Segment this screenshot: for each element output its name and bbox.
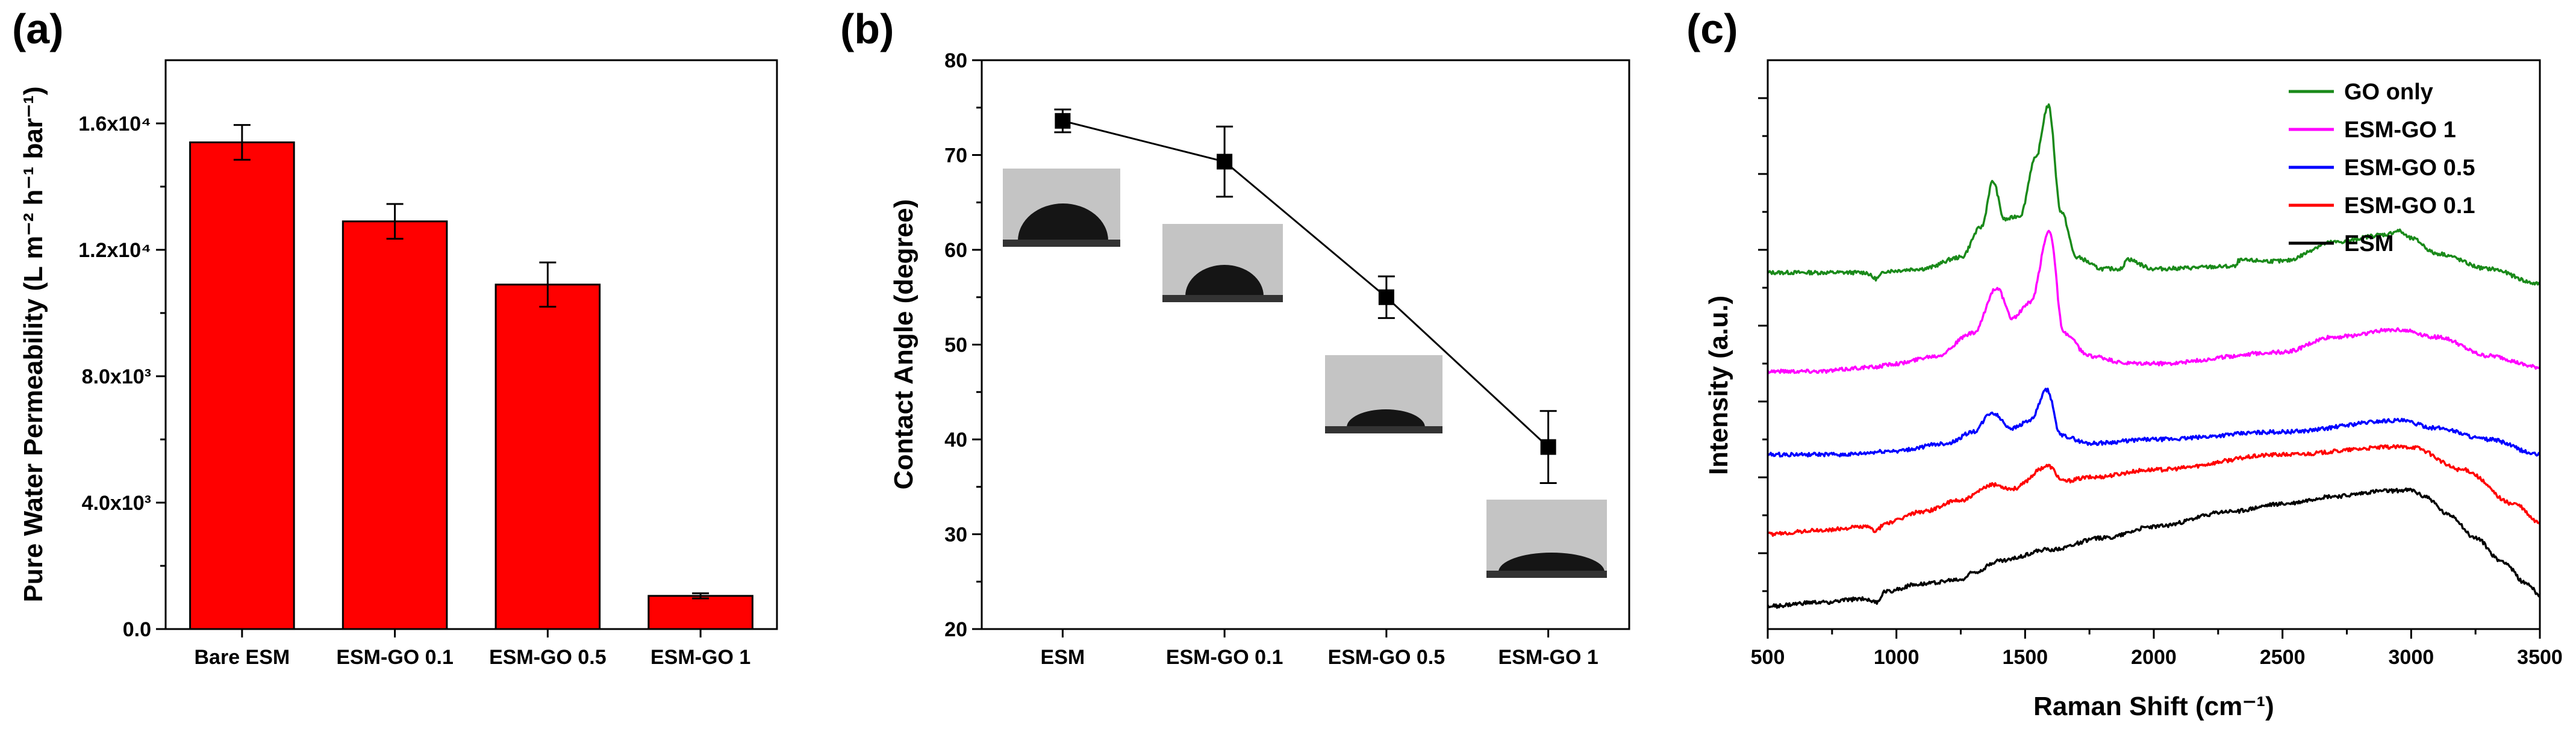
x-tick-label-bare-esm: Bare ESM (195, 646, 290, 669)
panel-a-frame (164, 59, 778, 630)
panel-b-y-axis-title: Contact Angle (degree) (889, 199, 918, 489)
panel-a-error-bars (233, 124, 709, 600)
panel-a-y-ticks: 0.0 4.0x10³ 8.0x10³ 1.2x10⁴ 1.6x10⁴ (78, 113, 166, 641)
error-bar-esm-go-0-1 (386, 203, 404, 240)
panel-b-y-ticks: 20 30 40 50 60 70 80 (944, 49, 982, 641)
legend-item-esm-go-0-1: ESM-GO 0.1 (2289, 193, 2475, 219)
y-tick-label: 60 (944, 239, 967, 262)
bar-esm-go-1 (647, 595, 753, 630)
x-tick-label: 3000 (2389, 646, 2434, 669)
x-tick-label: 1500 (2003, 646, 2048, 669)
x-tick-label: 3500 (2517, 646, 2563, 669)
legend-item-go-only: GO only (2289, 79, 2433, 105)
y-tick-label: 50 (944, 334, 967, 357)
x-tick-label-esm-go-1: ESM-GO 1 (650, 646, 750, 669)
panel-a-x-ticks: Bare ESM ESM-GO 0.1 ESM-GO 0.5 ESM-GO 1 (195, 629, 750, 669)
point-esm-go-0-1 (1217, 153, 1233, 170)
panel-c-y-axis-title: Intensity (a.u.) (1704, 296, 1733, 475)
bar-bare-esm (189, 141, 295, 630)
x-tick-label-esm-go-0-5: ESM-GO 0.5 (1328, 646, 1445, 669)
panel-c-letter: (c) (1686, 5, 1738, 52)
panel-c-x-axis-title: Raman Shift (cm⁻¹) (2033, 692, 2274, 721)
contact-angle-line (1062, 120, 1549, 448)
y-tick-label: 40 (944, 429, 967, 451)
legend-item-esm-go-1: ESM-GO 1 (2289, 117, 2456, 143)
droplet-photo-esm-go-0-1 (1162, 224, 1283, 302)
x-tick-label-esm: ESM (1041, 646, 1085, 669)
x-tick-label: 500 (1751, 646, 1785, 669)
x-tick-label: 2500 (2260, 646, 2306, 669)
x-tick-label: 1000 (1874, 646, 1920, 669)
panel-b-letter: (b) (840, 5, 894, 52)
y-tick-label: 20 (944, 618, 967, 641)
error-bar-esm-go-1 (692, 592, 709, 600)
panel-c-raman-spectra: (c) 500 1000 1500 2000 2500 3000 3500 Intensit… (1686, 5, 2563, 721)
legend-label: ESM-GO 0.1 (2344, 193, 2475, 219)
point-esm-go-1 (1540, 439, 1556, 455)
x-tick-label-esm-go-0-5: ESM-GO 0.5 (489, 646, 607, 669)
y-tick-label: 4.0x10³ (82, 492, 151, 515)
y-tick-label: 1.6x10⁴ (78, 113, 151, 135)
x-tick-label-esm-go-1: ESM-GO 1 (1499, 646, 1598, 669)
y-tick-label: 0.0 (123, 618, 151, 641)
bar-esm-go-0-1 (341, 220, 448, 630)
y-tick-label: 8.0x10³ (82, 365, 151, 388)
error-bar-esm-go-0-5 (539, 261, 557, 308)
y-tick-label: 30 (944, 524, 967, 547)
panel-c-legend: GO only ESM-GO 1 ESM-GO 0.5 ESM-GO 0.1 ESM (2289, 79, 2475, 256)
legend-label: ESM-GO 1 (2344, 117, 2456, 143)
spectrum-esm-go-1 (1767, 229, 2541, 374)
point-esm (1055, 113, 1071, 129)
legend-label: GO only (2344, 79, 2433, 105)
panel-b-frame (981, 59, 1630, 630)
legend-item-esm: ESM (2289, 231, 2394, 256)
legend-label: ESM-GO 0.5 (2344, 155, 2475, 181)
panel-c-x-ticks: 500 1000 1500 2000 2500 3000 3500 (1751, 629, 2563, 669)
panel-a-y-axis-title: Pure Water Permeability (L m⁻² h⁻¹ bar⁻¹… (19, 87, 48, 603)
panel-b-series (1054, 108, 1557, 484)
droplet-photo-esm-go-0-5 (1325, 355, 1442, 433)
y-tick-label: 80 (944, 49, 967, 72)
spectrum-esm-go-0-1 (1767, 444, 2541, 537)
x-tick-label-esm-go-0-1: ESM-GO 0.1 (336, 646, 454, 669)
panel-c-frame (1767, 59, 2541, 630)
point-esm-go-0-5 (1378, 289, 1394, 305)
error-bar-bare-esm (233, 124, 251, 161)
spectrum-esm-go-0-5 (1767, 387, 2540, 458)
droplet-photo-esm-go-1 (1486, 500, 1607, 578)
legend-item-esm-go-0-5: ESM-GO 0.5 (2289, 155, 2475, 181)
y-tick-label: 70 (944, 144, 967, 167)
y-tick-label: 1.2x10⁴ (78, 239, 151, 262)
panel-b-x-ticks: ESM ESM-GO 0.1 ESM-GO 0.5 ESM-GO 1 (1041, 629, 1598, 669)
panel-c-y-ticks (1758, 97, 1768, 592)
panel-a-bar-chart: (a) 0.0 4.0x10³ 8.0x10³ 1.2x10⁴ 1.6x10⁴ Bare… (12, 5, 778, 669)
spectrum-go-only (1767, 103, 2541, 286)
panel-a-letter: (a) (12, 5, 64, 52)
x-tick-label: 2000 (2131, 646, 2177, 669)
bar-esm-go-0-5 (494, 284, 601, 630)
panel-c-series (1767, 103, 2541, 609)
panel-b-line-chart: (b) 20 30 40 50 60 70 80 ESM ESM-GO 0.1 ESM-GO 0… (840, 5, 1630, 669)
droplet-photo-esm (1003, 169, 1120, 247)
panel-a-bars (189, 141, 753, 630)
legend-label: ESM (2344, 231, 2394, 256)
spectrum-esm (1767, 487, 2541, 609)
x-tick-label-esm-go-0-1: ESM-GO 0.1 (1166, 646, 1283, 669)
